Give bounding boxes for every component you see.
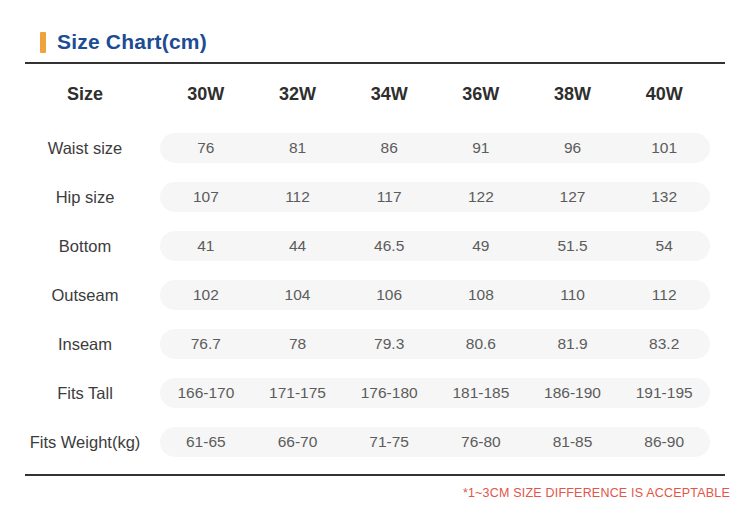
row-label: Fits Tall (0, 384, 160, 403)
table-cell: 132 (618, 188, 710, 206)
size-chart-panel: Size Chart(cm) Size 30W 32W 34W 36W 38W … (0, 0, 750, 528)
table-cell: 71-75 (343, 433, 435, 451)
column-header: 36W (435, 84, 527, 105)
table-cell: 122 (435, 188, 527, 206)
row-values-pill: 41 44 46.5 49 51.5 54 (160, 231, 710, 261)
section-title: Size Chart(cm) (40, 30, 207, 54)
page-title: Size Chart(cm) (57, 30, 207, 54)
table-cell: 76-80 (435, 433, 527, 451)
table-cell: 78 (252, 335, 344, 353)
table-cell: 104 (252, 286, 344, 304)
table-row-waist: Waist size 76 81 86 91 96 101 (0, 133, 750, 163)
row-label: Waist size (0, 139, 160, 158)
table-row-outseam: Outseam 102 104 106 108 110 112 (0, 280, 750, 310)
row-label: Bottom (0, 237, 160, 256)
table-cell: 44 (252, 237, 344, 255)
table-row-fits-weight: Fits Weight(kg) 61-65 66-70 71-75 76-80 … (0, 427, 750, 457)
table-row-hip: Hip size 107 112 117 122 127 132 (0, 182, 750, 212)
row-values-pill: 76 81 86 91 96 101 (160, 133, 710, 163)
row-values-pill: 76.7 78 79.3 80.6 81.9 83.2 (160, 329, 710, 359)
table-cell: 46.5 (343, 237, 435, 255)
table-cell: 51.5 (527, 237, 619, 255)
table-cell: 101 (618, 139, 710, 157)
table-cell: 107 (160, 188, 252, 206)
table-cell: 79.3 (343, 335, 435, 353)
table-cell: 112 (618, 286, 710, 304)
row-values-pill: 107 112 117 122 127 132 (160, 182, 710, 212)
column-header: 38W (527, 84, 619, 105)
table-row-inseam: Inseam 76.7 78 79.3 80.6 81.9 83.2 (0, 329, 750, 359)
row-values-pill: 102 104 106 108 110 112 (160, 280, 710, 310)
table-cell: 181-185 (435, 384, 527, 402)
table-cell: 191-195 (618, 384, 710, 402)
table-cell: 110 (527, 286, 619, 304)
table-cell: 96 (527, 139, 619, 157)
header-size-label: Size (0, 84, 160, 105)
table-cell: 49 (435, 237, 527, 255)
tolerance-note: *1~3CM SIZE DIFFERENCE IS ACCEPTABLE (463, 486, 730, 500)
accent-bar-icon (40, 32, 46, 53)
table-cell: 86-90 (618, 433, 710, 451)
table-cell: 112 (252, 188, 344, 206)
row-label: Inseam (0, 335, 160, 354)
table-row-bottom: Bottom 41 44 46.5 49 51.5 54 (0, 231, 750, 261)
table-cell: 61-65 (160, 433, 252, 451)
table-cell: 76.7 (160, 335, 252, 353)
row-label: Fits Weight(kg) (0, 433, 160, 452)
table-cell: 81.9 (527, 335, 619, 353)
row-label: Outseam (0, 286, 160, 305)
row-values-pill: 166-170 171-175 176-180 181-185 186-190 … (160, 378, 710, 408)
table-cell: 117 (343, 188, 435, 206)
column-header: 30W (160, 84, 252, 105)
table-header-row: Size 30W 32W 34W 36W 38W 40W (0, 72, 750, 116)
table-cell: 86 (343, 139, 435, 157)
table-cell: 176-180 (343, 384, 435, 402)
table-cell: 91 (435, 139, 527, 157)
row-label: Hip size (0, 188, 160, 207)
column-header: 32W (252, 84, 344, 105)
table-cell: 41 (160, 237, 252, 255)
table-cell: 186-190 (527, 384, 619, 402)
table-cell: 127 (527, 188, 619, 206)
table-cell: 76 (160, 139, 252, 157)
table-row-fits-tall: Fits Tall 166-170 171-175 176-180 181-18… (0, 378, 750, 408)
table-cell: 166-170 (160, 384, 252, 402)
table-cell: 81 (252, 139, 344, 157)
size-table: Size 30W 32W 34W 36W 38W 40W Waist size … (0, 62, 750, 476)
column-header: 40W (618, 84, 710, 105)
row-values-pill: 61-65 66-70 71-75 76-80 81-85 86-90 (160, 427, 710, 457)
table-cell: 81-85 (527, 433, 619, 451)
column-header: 34W (343, 84, 435, 105)
table-cell: 80.6 (435, 335, 527, 353)
table-cell: 108 (435, 286, 527, 304)
table-cell: 106 (343, 286, 435, 304)
table-cell: 66-70 (252, 433, 344, 451)
table-cell: 54 (618, 237, 710, 255)
table-cell: 171-175 (252, 384, 344, 402)
bottom-divider (25, 474, 725, 476)
table-cell: 83.2 (618, 335, 710, 353)
table-cell: 102 (160, 286, 252, 304)
header-columns: 30W 32W 34W 36W 38W 40W (160, 84, 710, 105)
